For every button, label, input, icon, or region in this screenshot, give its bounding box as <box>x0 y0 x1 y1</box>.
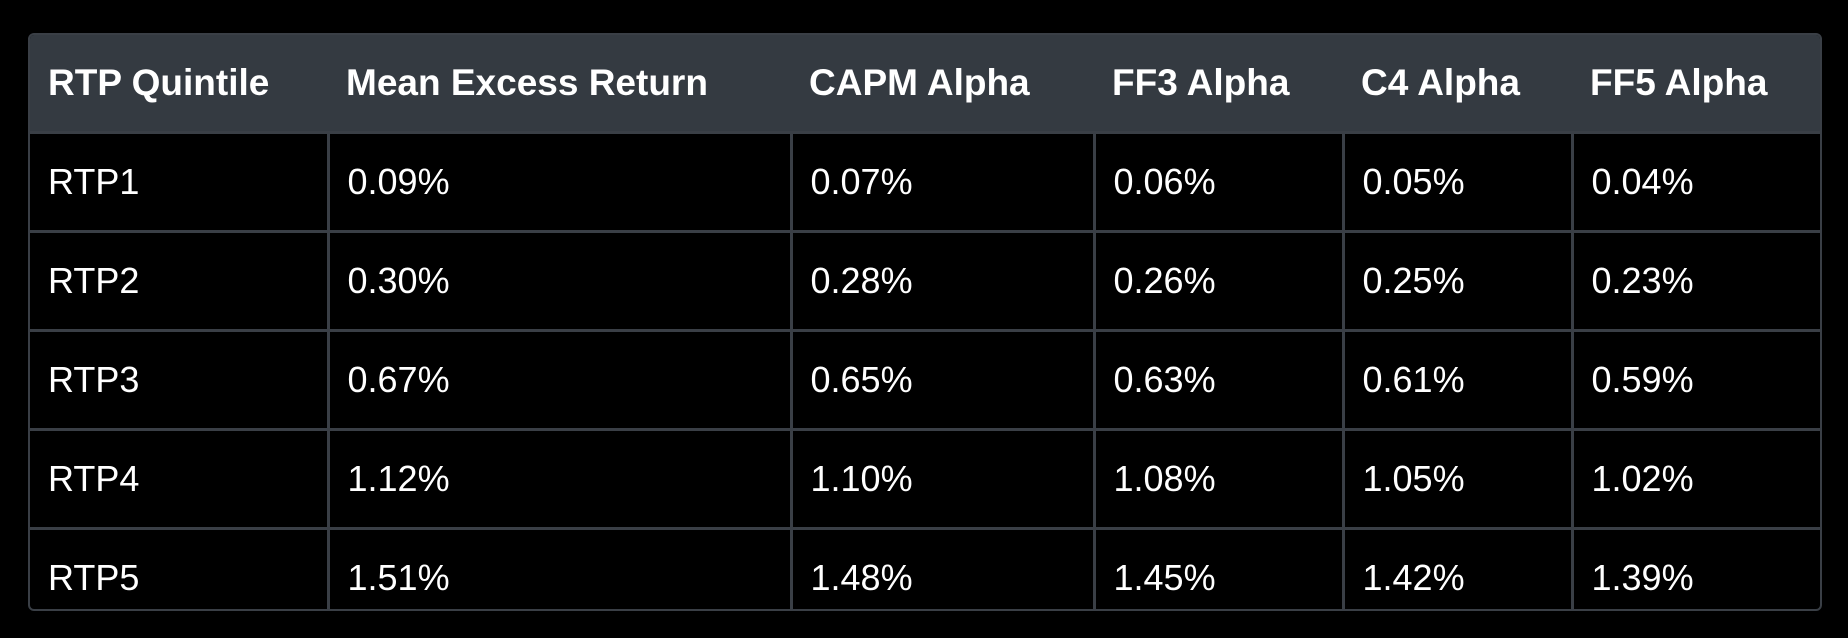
cell-quintile: RTP3 <box>30 329 328 430</box>
cell-quintile: RTP5 <box>30 527 328 609</box>
table-row: RTP5 1.51% 1.48% 1.45% 1.42% 1.39% <box>30 527 1820 609</box>
cell-capm-alpha: 0.65% <box>789 329 1094 430</box>
table-row: RTP2 0.30% 0.28% 0.26% 0.25% 0.23% <box>30 230 1820 331</box>
cell-ff3-alpha: 0.06% <box>1092 131 1343 232</box>
cell-ff3-alpha: 1.08% <box>1092 428 1343 529</box>
cell-quintile: RTP4 <box>30 428 328 529</box>
cell-ff3-alpha: 1.45% <box>1092 527 1343 609</box>
returns-table: RTP Quintile Mean Excess Return CAPM Alp… <box>30 35 1820 609</box>
cell-ff5-alpha: 1.02% <box>1570 428 1820 529</box>
cell-capm-alpha: 0.07% <box>789 131 1094 232</box>
header-capm-alpha: CAPM Alpha <box>791 35 1094 133</box>
cell-capm-alpha: 1.10% <box>789 428 1094 529</box>
cell-mean-excess-return: 0.67% <box>326 329 791 430</box>
header-rtp-quintile: RTP Quintile <box>30 35 328 133</box>
cell-mean-excess-return: 1.51% <box>326 527 791 609</box>
cell-c4-alpha: 1.05% <box>1341 428 1572 529</box>
cell-ff5-alpha: 0.23% <box>1570 230 1820 331</box>
table-body: RTP1 0.09% 0.07% 0.06% 0.05% 0.04% RTP2 … <box>30 131 1820 609</box>
returns-table-container: RTP Quintile Mean Excess Return CAPM Alp… <box>28 33 1822 611</box>
table-row: RTP1 0.09% 0.07% 0.06% 0.05% 0.04% <box>30 131 1820 232</box>
cell-ff3-alpha: 0.26% <box>1092 230 1343 331</box>
cell-c4-alpha: 1.42% <box>1341 527 1572 609</box>
header-c4-alpha: C4 Alpha <box>1343 35 1572 133</box>
cell-capm-alpha: 0.28% <box>789 230 1094 331</box>
cell-c4-alpha: 0.05% <box>1341 131 1572 232</box>
cell-ff5-alpha: 0.59% <box>1570 329 1820 430</box>
cell-ff5-alpha: 0.04% <box>1570 131 1820 232</box>
cell-capm-alpha: 1.48% <box>789 527 1094 609</box>
cell-c4-alpha: 0.61% <box>1341 329 1572 430</box>
cell-mean-excess-return: 1.12% <box>326 428 791 529</box>
header-ff5-alpha: FF5 Alpha <box>1572 35 1820 133</box>
table-row: RTP3 0.67% 0.65% 0.63% 0.61% 0.59% <box>30 329 1820 430</box>
header-mean-excess-return: Mean Excess Return <box>328 35 791 133</box>
cell-quintile: RTP2 <box>30 230 328 331</box>
cell-mean-excess-return: 0.30% <box>326 230 791 331</box>
cell-c4-alpha: 0.25% <box>1341 230 1572 331</box>
table-header: RTP Quintile Mean Excess Return CAPM Alp… <box>30 35 1820 133</box>
cell-quintile: RTP1 <box>30 131 328 232</box>
cell-mean-excess-return: 0.09% <box>326 131 791 232</box>
cell-ff3-alpha: 0.63% <box>1092 329 1343 430</box>
header-ff3-alpha: FF3 Alpha <box>1094 35 1343 133</box>
header-row: RTP Quintile Mean Excess Return CAPM Alp… <box>30 35 1820 133</box>
table-row: RTP4 1.12% 1.10% 1.08% 1.05% 1.02% <box>30 428 1820 529</box>
cell-ff5-alpha: 1.39% <box>1570 527 1820 609</box>
